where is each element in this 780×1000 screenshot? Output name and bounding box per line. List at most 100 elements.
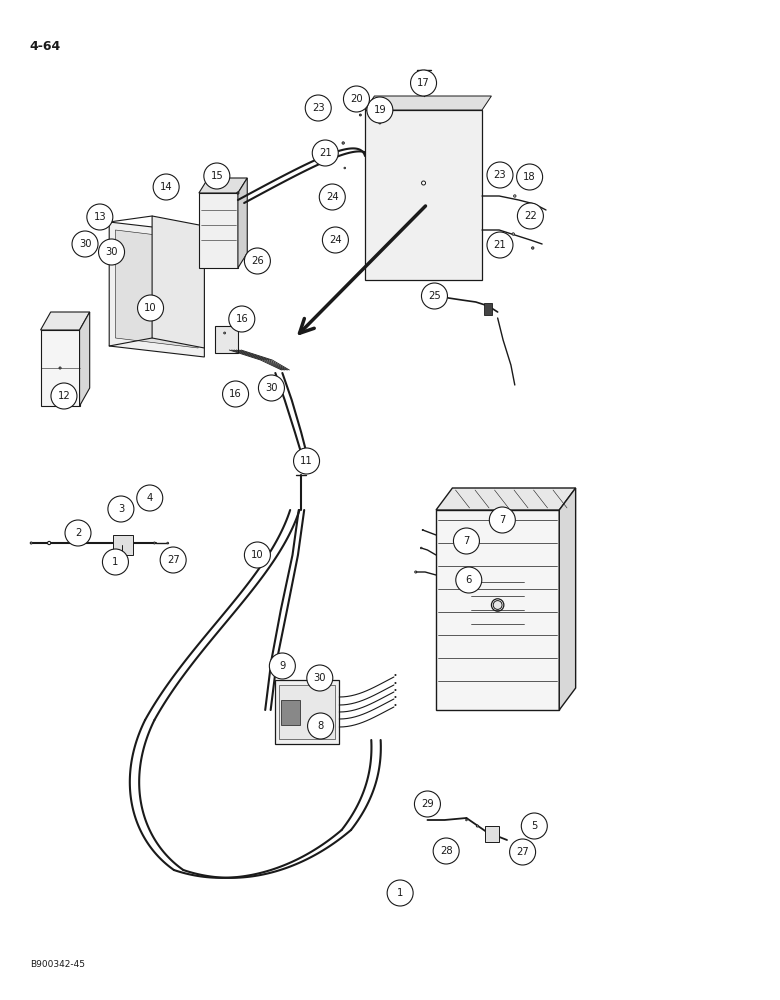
Circle shape bbox=[456, 567, 482, 593]
Circle shape bbox=[102, 549, 129, 575]
Circle shape bbox=[48, 541, 51, 545]
Text: 15: 15 bbox=[211, 171, 223, 181]
Circle shape bbox=[421, 181, 426, 185]
Polygon shape bbox=[436, 488, 576, 510]
Circle shape bbox=[395, 682, 396, 684]
Text: 21: 21 bbox=[494, 240, 506, 250]
Circle shape bbox=[360, 114, 361, 116]
Circle shape bbox=[154, 542, 155, 544]
Polygon shape bbox=[113, 535, 133, 555]
Circle shape bbox=[229, 306, 255, 332]
Text: 18: 18 bbox=[523, 172, 536, 182]
Circle shape bbox=[167, 542, 168, 544]
Circle shape bbox=[307, 665, 333, 691]
Text: 14: 14 bbox=[160, 182, 172, 192]
Text: 4: 4 bbox=[147, 493, 153, 503]
Text: 29: 29 bbox=[421, 799, 434, 809]
Circle shape bbox=[395, 696, 396, 698]
Circle shape bbox=[395, 674, 396, 676]
Polygon shape bbox=[365, 110, 482, 280]
Circle shape bbox=[414, 791, 441, 817]
Text: 23: 23 bbox=[312, 103, 324, 113]
Text: 2: 2 bbox=[75, 528, 81, 538]
Circle shape bbox=[319, 184, 346, 210]
Circle shape bbox=[72, 231, 98, 257]
Circle shape bbox=[422, 529, 424, 531]
Circle shape bbox=[244, 542, 271, 568]
Circle shape bbox=[222, 381, 249, 407]
Circle shape bbox=[204, 163, 230, 189]
Text: 12: 12 bbox=[58, 391, 70, 401]
Circle shape bbox=[491, 599, 504, 611]
Text: 19: 19 bbox=[374, 105, 386, 115]
Polygon shape bbox=[115, 230, 198, 348]
Circle shape bbox=[509, 839, 536, 865]
Circle shape bbox=[300, 460, 303, 462]
Text: 16: 16 bbox=[236, 314, 248, 324]
Circle shape bbox=[487, 232, 513, 258]
Polygon shape bbox=[80, 312, 90, 406]
Text: 30: 30 bbox=[314, 673, 326, 683]
Circle shape bbox=[421, 283, 448, 309]
Circle shape bbox=[521, 813, 548, 839]
Circle shape bbox=[493, 601, 502, 609]
Circle shape bbox=[516, 164, 543, 190]
Circle shape bbox=[269, 653, 296, 679]
Text: 30: 30 bbox=[265, 383, 278, 393]
Circle shape bbox=[160, 547, 186, 573]
Circle shape bbox=[137, 295, 164, 321]
Circle shape bbox=[517, 203, 544, 229]
Text: 26: 26 bbox=[251, 256, 264, 266]
Polygon shape bbox=[275, 680, 339, 744]
Circle shape bbox=[512, 233, 515, 235]
Circle shape bbox=[433, 838, 459, 864]
Circle shape bbox=[51, 383, 77, 409]
Polygon shape bbox=[41, 330, 80, 406]
FancyBboxPatch shape bbox=[484, 303, 491, 315]
Polygon shape bbox=[281, 700, 300, 725]
Circle shape bbox=[342, 142, 345, 144]
Text: 25: 25 bbox=[428, 291, 441, 301]
Circle shape bbox=[108, 496, 134, 522]
Circle shape bbox=[307, 713, 334, 739]
Circle shape bbox=[379, 122, 381, 124]
Text: B900342-45: B900342-45 bbox=[30, 960, 85, 969]
Circle shape bbox=[410, 70, 437, 96]
Text: 24: 24 bbox=[326, 192, 339, 202]
Circle shape bbox=[312, 140, 339, 166]
Text: 24: 24 bbox=[329, 235, 342, 245]
Text: 20: 20 bbox=[350, 94, 363, 104]
Circle shape bbox=[387, 880, 413, 906]
Text: 30: 30 bbox=[105, 247, 118, 257]
Circle shape bbox=[87, 204, 113, 230]
Circle shape bbox=[466, 819, 467, 821]
Circle shape bbox=[487, 162, 513, 188]
Text: 13: 13 bbox=[94, 212, 106, 222]
Text: 22: 22 bbox=[524, 211, 537, 221]
Text: 1: 1 bbox=[397, 888, 403, 898]
Circle shape bbox=[224, 332, 225, 334]
Circle shape bbox=[244, 248, 271, 274]
Polygon shape bbox=[485, 826, 499, 842]
Polygon shape bbox=[152, 216, 204, 348]
Text: 4-64: 4-64 bbox=[30, 40, 61, 53]
Text: 30: 30 bbox=[79, 239, 91, 249]
Circle shape bbox=[136, 485, 163, 511]
Circle shape bbox=[30, 542, 32, 544]
Text: 9: 9 bbox=[279, 661, 285, 671]
Circle shape bbox=[343, 86, 370, 112]
Circle shape bbox=[477, 825, 478, 827]
Circle shape bbox=[395, 689, 396, 691]
Circle shape bbox=[65, 520, 91, 546]
Circle shape bbox=[415, 571, 417, 573]
Text: 5: 5 bbox=[531, 821, 537, 831]
Circle shape bbox=[513, 195, 516, 197]
Text: 7: 7 bbox=[463, 536, 470, 546]
Polygon shape bbox=[559, 488, 576, 710]
Polygon shape bbox=[436, 510, 559, 710]
Text: 27: 27 bbox=[516, 847, 529, 857]
Text: 10: 10 bbox=[251, 550, 264, 560]
Circle shape bbox=[261, 265, 264, 267]
Circle shape bbox=[322, 227, 349, 253]
Text: 7: 7 bbox=[499, 515, 505, 525]
